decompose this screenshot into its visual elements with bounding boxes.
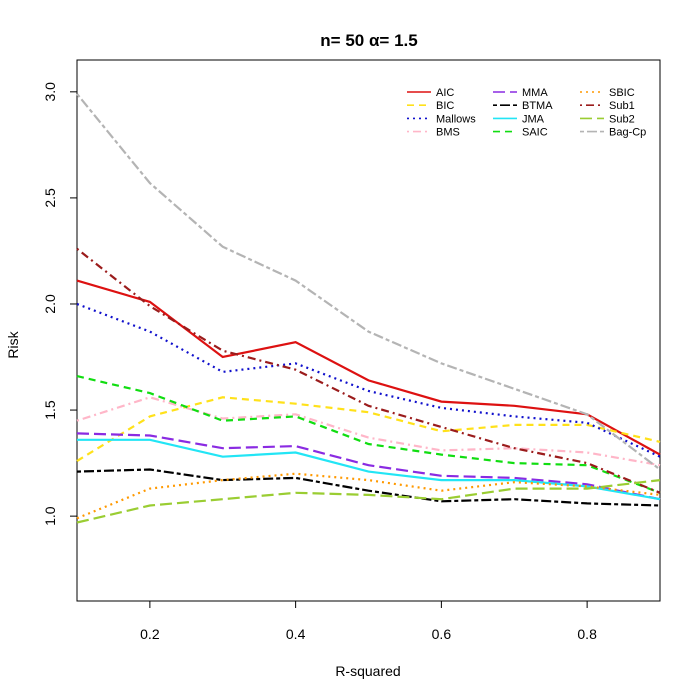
x-tick-label: 0.8 — [577, 626, 597, 642]
plot-frame — [76, 59, 661, 602]
y-axis-label: Risk — [5, 330, 21, 358]
x-tick-label: 0.6 — [432, 626, 452, 642]
y-tick-label: 2.5 — [42, 188, 58, 208]
series-line-sbic — [76, 472, 661, 520]
series-line-mallows — [76, 302, 661, 458]
legend-label-aic: AIC — [436, 87, 454, 99]
series-line-bms — [76, 396, 661, 467]
series-line-sub2 — [76, 479, 661, 524]
legend-label-bag-cp: Bag-Cp — [609, 127, 646, 139]
chart-title: n= 50 α= 1.5 — [320, 31, 417, 50]
series-layer — [76, 93, 661, 524]
series-line-aic — [76, 279, 661, 456]
x-tick-label: 0.2 — [140, 626, 160, 642]
legend-label-sub1: Sub1 — [609, 100, 635, 112]
x-axis: 0.2 0.4 0.6 0.8 — [140, 601, 597, 642]
legend-label-mma: MMA — [522, 87, 548, 99]
legend-label-sub2: Sub2 — [609, 113, 635, 125]
legend-label-saic: SAIC — [522, 127, 548, 139]
legend-label-jma: JMA — [522, 113, 545, 125]
series-line-mma — [76, 432, 661, 501]
legend-label-bic: BIC — [436, 100, 454, 112]
y-tick-label: 1.0 — [42, 506, 58, 526]
y-axis: 1.0 1.5 2.0 2.5 3.0 — [42, 82, 77, 526]
x-axis-label: R-squared — [335, 663, 400, 679]
y-tick-label: 1.5 — [42, 400, 58, 420]
legend-label-mallows: Mallows — [436, 113, 476, 125]
x-tick-label: 0.4 — [286, 626, 306, 642]
legend-label-bms: BMS — [436, 127, 460, 139]
legend-label-btma: BTMA — [522, 100, 553, 112]
series-line-bag-cp — [76, 93, 661, 471]
series-line-btma — [76, 468, 661, 507]
series-line-jma — [77, 438, 661, 501]
legend-label-sbic: SBIC — [609, 87, 635, 99]
series-line-sub1 — [76, 247, 661, 494]
y-tick-label: 3.0 — [42, 82, 58, 102]
series-line-bic — [76, 396, 661, 462]
series-line-saic — [76, 375, 661, 494]
y-tick-label: 2.0 — [42, 294, 58, 314]
